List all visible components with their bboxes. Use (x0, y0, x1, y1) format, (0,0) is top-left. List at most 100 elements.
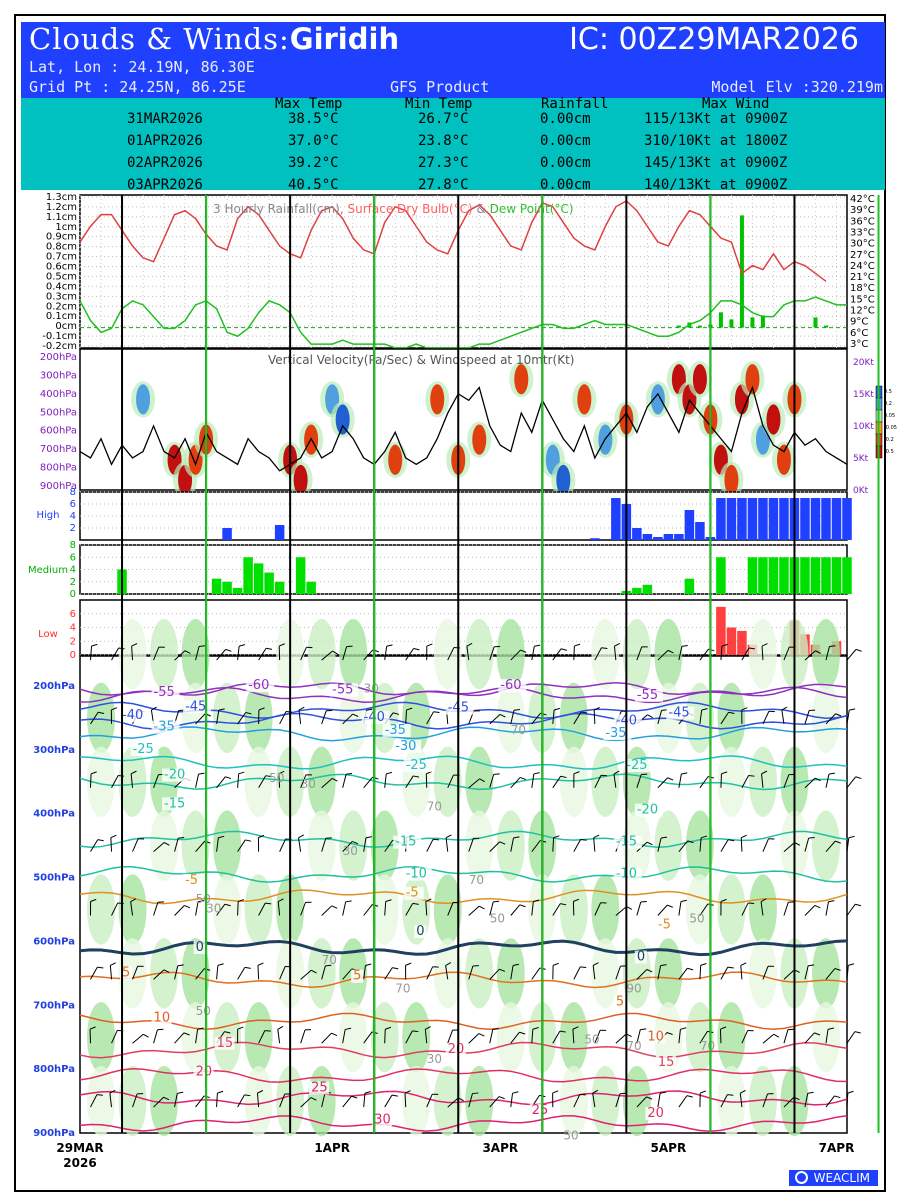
wind-barb (279, 711, 287, 725)
wind-barb-flag (499, 713, 506, 718)
medium-cloud-bar (243, 557, 253, 594)
summary-rain: 0.00cm (540, 155, 591, 171)
wind-barb-flag (560, 648, 568, 651)
summary-min: 27.8°C (418, 177, 469, 193)
wind-barb (445, 965, 449, 980)
high-cloud-tick: 6 (70, 499, 76, 510)
wind-barb (445, 837, 449, 852)
wind-barb (531, 840, 541, 852)
wind-barb-flag (573, 898, 580, 902)
wind-barb-flag (680, 899, 687, 903)
wind-barb-flag (748, 647, 755, 650)
isotherm-label-bg (445, 701, 474, 715)
wind-barb (657, 710, 663, 725)
rh-shading (465, 938, 494, 1009)
wind-barb-flag (667, 649, 674, 654)
isotherm-label-bg (130, 743, 159, 757)
wind-barb-flag (157, 1028, 164, 1031)
wind-barb-flag (184, 650, 191, 654)
wind-barb (741, 902, 749, 916)
wind-barb (678, 840, 689, 852)
wind-barb (321, 1093, 326, 1108)
wind-barb (300, 774, 307, 788)
rh-shading (87, 1065, 116, 1137)
wind-barb (111, 902, 119, 916)
wind-barb-flag (686, 1095, 693, 1098)
wind-barb-flag (720, 1026, 727, 1030)
profile-level-label: 400hPa (33, 809, 75, 820)
wind-barb-flag (593, 707, 600, 711)
profile-level-label: 700hPa (33, 1000, 75, 1011)
temp-panel-title: 3 Hourly Rainfall(cm), Surface Dry Bulb(… (213, 202, 573, 216)
isotherm-line (79, 1114, 848, 1133)
wind-barb-flag (559, 1030, 566, 1033)
isotherm-label: -60 (500, 678, 521, 693)
medium-cloud-bar (779, 557, 789, 594)
wind-barb (342, 968, 353, 980)
wind-barb-flag (298, 834, 304, 839)
rain-tick-label: 0.2cm (46, 301, 77, 312)
wind-barb (132, 838, 139, 852)
wind-barb-flag (626, 906, 633, 910)
wind-barb (510, 1031, 520, 1044)
isotherm-label-bg (120, 709, 149, 723)
vv-cell (514, 364, 529, 395)
isotherm-label: -45 (185, 699, 206, 714)
wind-barb (760, 901, 764, 916)
wind-barb (405, 775, 414, 789)
wind-barb-flag (177, 1091, 184, 1094)
wind-barb (363, 904, 373, 916)
wind-barb (593, 709, 596, 724)
x-date-label: 29MAR (56, 1141, 103, 1155)
vv-cell (430, 384, 445, 415)
wind-barb-flag (224, 903, 231, 907)
rh-shading (433, 938, 462, 1009)
isotherm-label: 0 (416, 924, 424, 939)
wind-barb-flag (666, 1032, 673, 1035)
wind-barb (110, 837, 113, 852)
high-cloud-tick: 4 (70, 511, 76, 522)
high-cloud-bar (737, 498, 747, 540)
wind-barb (573, 966, 581, 980)
rh-shading (622, 1065, 651, 1137)
rh-shading (433, 1065, 462, 1137)
rh-shading (465, 1065, 494, 1137)
wind-barb (489, 1029, 494, 1044)
wind-barb-flag (110, 834, 117, 839)
wind-barb (804, 777, 816, 789)
high-cloud-bar (222, 528, 232, 540)
wind-barb (174, 650, 186, 661)
wind-barb-flag (748, 902, 755, 904)
wind-barb (657, 777, 669, 789)
rh-label: 30 (364, 681, 379, 695)
medium-cloud-bar (716, 557, 726, 594)
vv-cell (388, 444, 403, 475)
isotherm-label: -60 (248, 678, 269, 693)
wind-barb-flag (787, 1028, 794, 1031)
isotherm-label-bg (193, 1065, 214, 1079)
wind-barb-flag (499, 841, 506, 845)
wind-barb-flag (237, 899, 244, 902)
wind-barb (825, 713, 836, 725)
rh-shading (150, 810, 179, 881)
wind-barb (741, 1030, 749, 1044)
wind-barb-flag (257, 962, 264, 966)
summary-date: 01APR2026 (127, 133, 203, 149)
wind-barb (153, 774, 159, 788)
rh-shading (496, 938, 525, 1009)
wind-barb-flag (814, 905, 821, 909)
wind-barb-flag (89, 1026, 96, 1030)
wind-barb (321, 710, 327, 725)
wind-barb (825, 646, 830, 661)
wind-barb-flag (445, 962, 452, 966)
wind-barb (279, 838, 287, 852)
wind-barb-flag (111, 707, 118, 711)
wind-barb (342, 1095, 352, 1108)
rh-shading (307, 618, 336, 690)
wind-barb (195, 901, 199, 916)
wind-barb (321, 838, 327, 852)
x-date-label: 7APR (819, 1141, 855, 1155)
wind-barb-flag (701, 835, 708, 839)
wind-barb-flag (224, 1031, 231, 1034)
rh-shading (748, 1065, 777, 1137)
